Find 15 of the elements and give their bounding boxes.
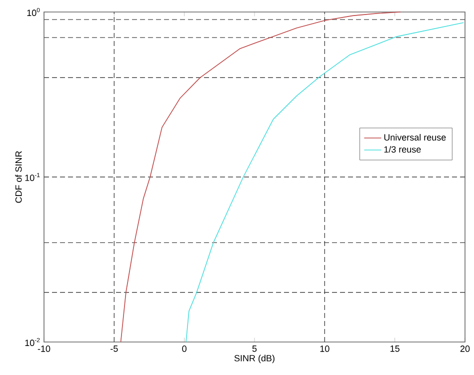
x-axis-title: SINR (dB) — [234, 354, 274, 364]
y-tick-label: 10$^{-2}$ — [25, 338, 40, 346]
legend-label: Universal reuse — [384, 134, 446, 141]
x-tick-label: 0 — [182, 346, 186, 352]
y-tick-label: 10$^{-1}$ — [25, 172, 40, 182]
x-tick-label: -5 — [110, 346, 118, 352]
y-tick-label: 10$^{0}$ — [27, 8, 40, 16]
x-tick-label: 20 — [460, 346, 470, 352]
x-tick-label: 10 — [320, 346, 330, 352]
x-tick-label: -10 — [38, 346, 50, 352]
y-axis-title: CDF of SINR — [15, 151, 22, 203]
line-series — [186, 22, 464, 342]
x-tick-label: 15 — [390, 346, 400, 352]
x-tick-label: 5 — [252, 346, 257, 352]
legend-label: 1/3 reuse — [384, 146, 421, 153]
